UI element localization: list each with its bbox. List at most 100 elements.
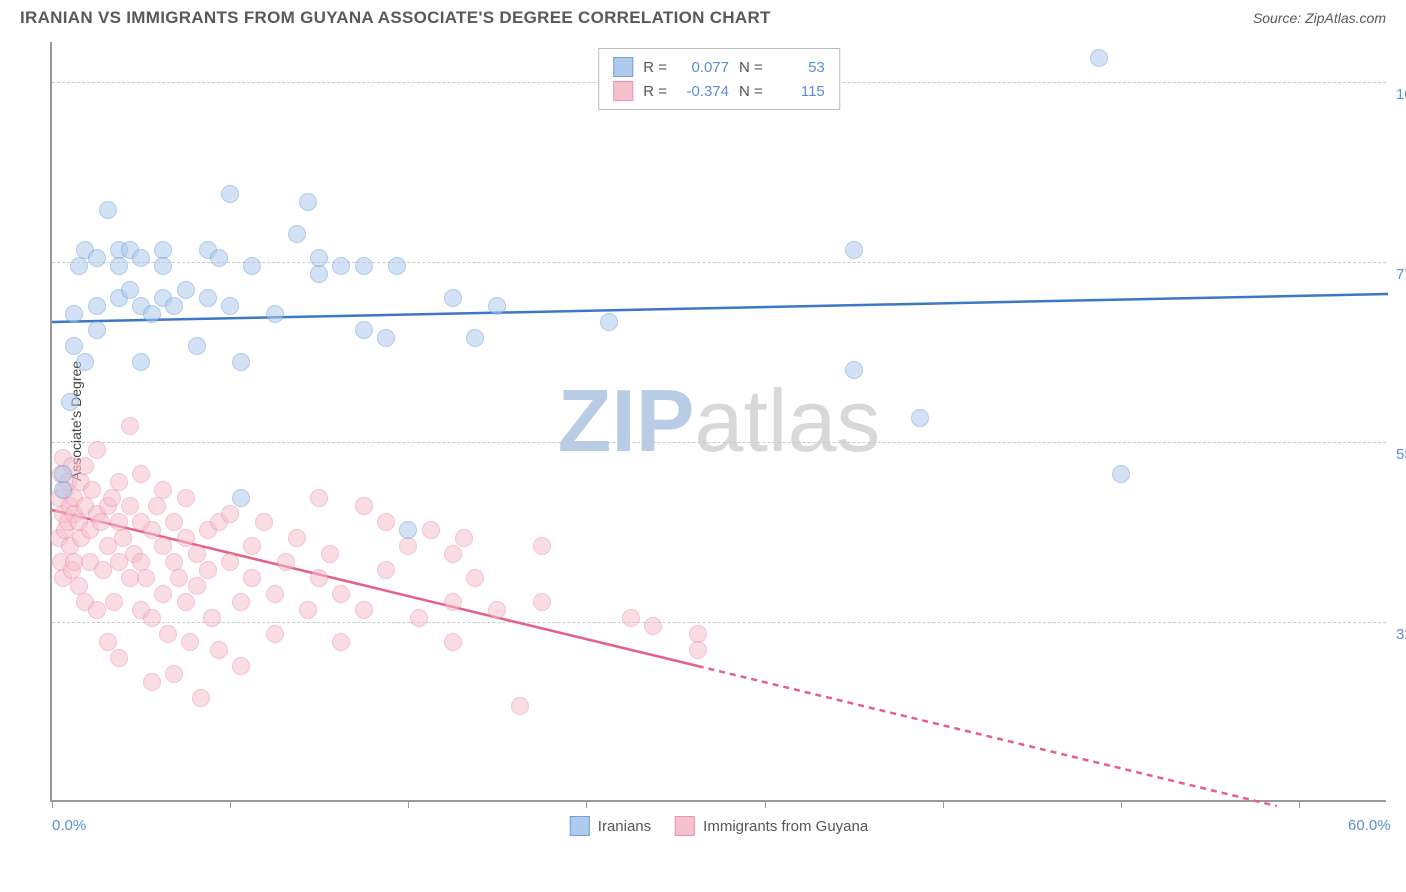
swatch-guyana bbox=[613, 81, 633, 101]
point-iranians bbox=[310, 265, 328, 283]
point-guyana bbox=[210, 641, 228, 659]
point-guyana bbox=[422, 521, 440, 539]
chart-header: IRANIAN VS IMMIGRANTS FROM GUYANA ASSOCI… bbox=[0, 0, 1406, 32]
point-guyana bbox=[310, 569, 328, 587]
point-iranians bbox=[188, 337, 206, 355]
point-guyana bbox=[533, 593, 551, 611]
point-iranians bbox=[232, 353, 250, 371]
point-guyana bbox=[444, 545, 462, 563]
point-guyana bbox=[410, 609, 428, 627]
point-guyana bbox=[165, 665, 183, 683]
point-guyana bbox=[332, 585, 350, 603]
point-iranians bbox=[199, 289, 217, 307]
point-iranians bbox=[143, 305, 161, 323]
point-guyana bbox=[159, 625, 177, 643]
point-iranians bbox=[221, 185, 239, 203]
point-guyana bbox=[121, 497, 139, 515]
swatch-iranians bbox=[570, 816, 590, 836]
swatch-iranians bbox=[613, 57, 633, 77]
point-guyana bbox=[299, 601, 317, 619]
point-iranians bbox=[355, 257, 373, 275]
point-guyana bbox=[181, 633, 199, 651]
point-guyana bbox=[232, 657, 250, 675]
bottom-legend: Iranians Immigrants from Guyana bbox=[570, 816, 868, 836]
point-guyana bbox=[455, 529, 473, 547]
point-guyana bbox=[221, 505, 239, 523]
r-value-guyana: -0.374 bbox=[677, 83, 729, 100]
point-guyana bbox=[321, 545, 339, 563]
point-guyana bbox=[177, 593, 195, 611]
point-iranians bbox=[288, 225, 306, 243]
point-iranians bbox=[54, 481, 72, 499]
point-guyana bbox=[143, 609, 161, 627]
x-tick bbox=[52, 800, 53, 808]
x-tick bbox=[1299, 800, 1300, 808]
point-guyana bbox=[277, 553, 295, 571]
point-iranians bbox=[355, 321, 373, 339]
x-tick bbox=[765, 800, 766, 808]
legend-label-iranians: Iranians bbox=[598, 818, 651, 835]
y-tick-label: 100.0% bbox=[1390, 86, 1406, 103]
point-iranians bbox=[165, 297, 183, 315]
point-iranians bbox=[332, 257, 350, 275]
chart-plot-area: Associate's Degree ZIPatlas R = 0.077 N … bbox=[50, 42, 1386, 802]
point-guyana bbox=[377, 561, 395, 579]
legend-item-guyana: Immigrants from Guyana bbox=[675, 816, 868, 836]
point-guyana bbox=[644, 617, 662, 635]
point-iranians bbox=[88, 321, 106, 339]
point-guyana bbox=[221, 553, 239, 571]
point-iranians bbox=[299, 193, 317, 211]
point-guyana bbox=[332, 633, 350, 651]
point-iranians bbox=[388, 257, 406, 275]
point-guyana bbox=[83, 481, 101, 499]
point-iranians bbox=[70, 257, 88, 275]
point-guyana bbox=[533, 537, 551, 555]
point-guyana bbox=[266, 585, 284, 603]
point-guyana bbox=[110, 473, 128, 491]
point-guyana bbox=[177, 529, 195, 547]
point-guyana bbox=[154, 481, 172, 499]
stats-legend-box: R = 0.077 N = 53 R = -0.374 N = 115 bbox=[598, 48, 840, 110]
point-guyana bbox=[99, 633, 117, 651]
r-label: R = bbox=[643, 59, 667, 76]
regression-lines bbox=[52, 42, 1386, 800]
point-guyana bbox=[399, 537, 417, 555]
point-iranians bbox=[232, 489, 250, 507]
y-tick-label: 55.0% bbox=[1390, 446, 1406, 463]
n-value-guyana: 115 bbox=[773, 83, 825, 100]
y-tick-label: 32.5% bbox=[1390, 626, 1406, 643]
n-label: N = bbox=[739, 83, 763, 100]
point-guyana bbox=[266, 625, 284, 643]
point-guyana bbox=[203, 609, 221, 627]
point-guyana bbox=[255, 513, 273, 531]
chart-title: IRANIAN VS IMMIGRANTS FROM GUYANA ASSOCI… bbox=[20, 8, 771, 28]
point-iranians bbox=[221, 297, 239, 315]
x-tick bbox=[586, 800, 587, 808]
point-iranians bbox=[121, 281, 139, 299]
point-guyana bbox=[310, 489, 328, 507]
point-iranians bbox=[600, 313, 618, 331]
point-guyana bbox=[622, 609, 640, 627]
point-iranians bbox=[911, 409, 929, 427]
point-guyana bbox=[444, 633, 462, 651]
point-iranians bbox=[132, 249, 150, 267]
point-iranians bbox=[266, 305, 284, 323]
point-iranians bbox=[132, 353, 150, 371]
swatch-guyana bbox=[675, 816, 695, 836]
point-guyana bbox=[188, 577, 206, 595]
point-iranians bbox=[488, 297, 506, 315]
point-guyana bbox=[170, 569, 188, 587]
point-iranians bbox=[845, 241, 863, 259]
point-guyana bbox=[165, 513, 183, 531]
point-guyana bbox=[132, 465, 150, 483]
point-guyana bbox=[88, 601, 106, 619]
point-iranians bbox=[210, 249, 228, 267]
point-guyana bbox=[105, 593, 123, 611]
x-tick bbox=[943, 800, 944, 808]
point-iranians bbox=[177, 281, 195, 299]
point-iranians bbox=[54, 465, 72, 483]
point-iranians bbox=[310, 249, 328, 267]
point-guyana bbox=[143, 521, 161, 539]
point-iranians bbox=[845, 361, 863, 379]
point-iranians bbox=[154, 257, 172, 275]
